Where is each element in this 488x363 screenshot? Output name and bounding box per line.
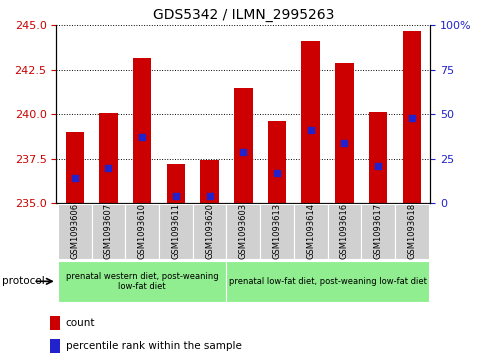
Text: GSM1093613: GSM1093613 — [272, 203, 281, 260]
Bar — [159, 204, 192, 259]
Bar — [91, 204, 125, 259]
Text: GSM1093617: GSM1093617 — [373, 203, 382, 260]
Point — [272, 170, 280, 176]
Bar — [50, 339, 60, 353]
Title: GDS5342 / ILMN_2995263: GDS5342 / ILMN_2995263 — [152, 8, 333, 22]
Bar — [200, 160, 219, 203]
Point — [205, 193, 213, 199]
Text: GSM1093607: GSM1093607 — [104, 203, 113, 260]
Bar — [260, 204, 293, 259]
Bar — [65, 132, 84, 203]
Point — [239, 149, 246, 155]
Bar — [394, 204, 428, 259]
Text: count: count — [65, 318, 95, 328]
Bar — [293, 204, 327, 259]
Text: prenatal western diet, post-weaning
low-fat diet: prenatal western diet, post-weaning low-… — [66, 272, 218, 291]
Text: GSM1093611: GSM1093611 — [171, 203, 180, 260]
Bar — [402, 31, 420, 203]
Point — [340, 140, 347, 146]
Text: prenatal low-fat diet, post-weaning low-fat diet: prenatal low-fat diet, post-weaning low-… — [228, 277, 426, 286]
Bar — [234, 88, 252, 203]
Bar — [334, 63, 353, 203]
Bar — [50, 316, 60, 330]
Text: GSM1093620: GSM1093620 — [204, 203, 214, 260]
Point — [407, 115, 415, 121]
Bar — [192, 204, 226, 259]
Bar — [226, 261, 428, 302]
Text: GSM1093616: GSM1093616 — [339, 203, 348, 260]
Bar — [99, 114, 118, 203]
Point — [71, 175, 79, 181]
Bar — [327, 204, 361, 259]
Bar — [226, 204, 260, 259]
Bar — [301, 41, 319, 203]
Text: GSM1093610: GSM1093610 — [138, 203, 146, 260]
Point — [104, 165, 112, 171]
Point — [306, 127, 314, 133]
Bar — [125, 204, 159, 259]
Text: GSM1093618: GSM1093618 — [407, 203, 415, 260]
Bar — [133, 58, 151, 203]
Point — [373, 163, 381, 169]
Bar — [58, 204, 91, 259]
Point — [138, 135, 146, 140]
Text: percentile rank within the sample: percentile rank within the sample — [65, 341, 241, 351]
Text: GSM1093603: GSM1093603 — [238, 203, 247, 260]
Point — [172, 193, 180, 199]
Bar — [166, 164, 185, 203]
Bar — [267, 121, 285, 203]
Bar — [368, 112, 386, 203]
Bar — [58, 261, 226, 302]
Text: protocol: protocol — [2, 276, 45, 286]
Text: GSM1093614: GSM1093614 — [305, 203, 315, 260]
Text: GSM1093606: GSM1093606 — [70, 203, 79, 260]
Bar — [361, 204, 394, 259]
